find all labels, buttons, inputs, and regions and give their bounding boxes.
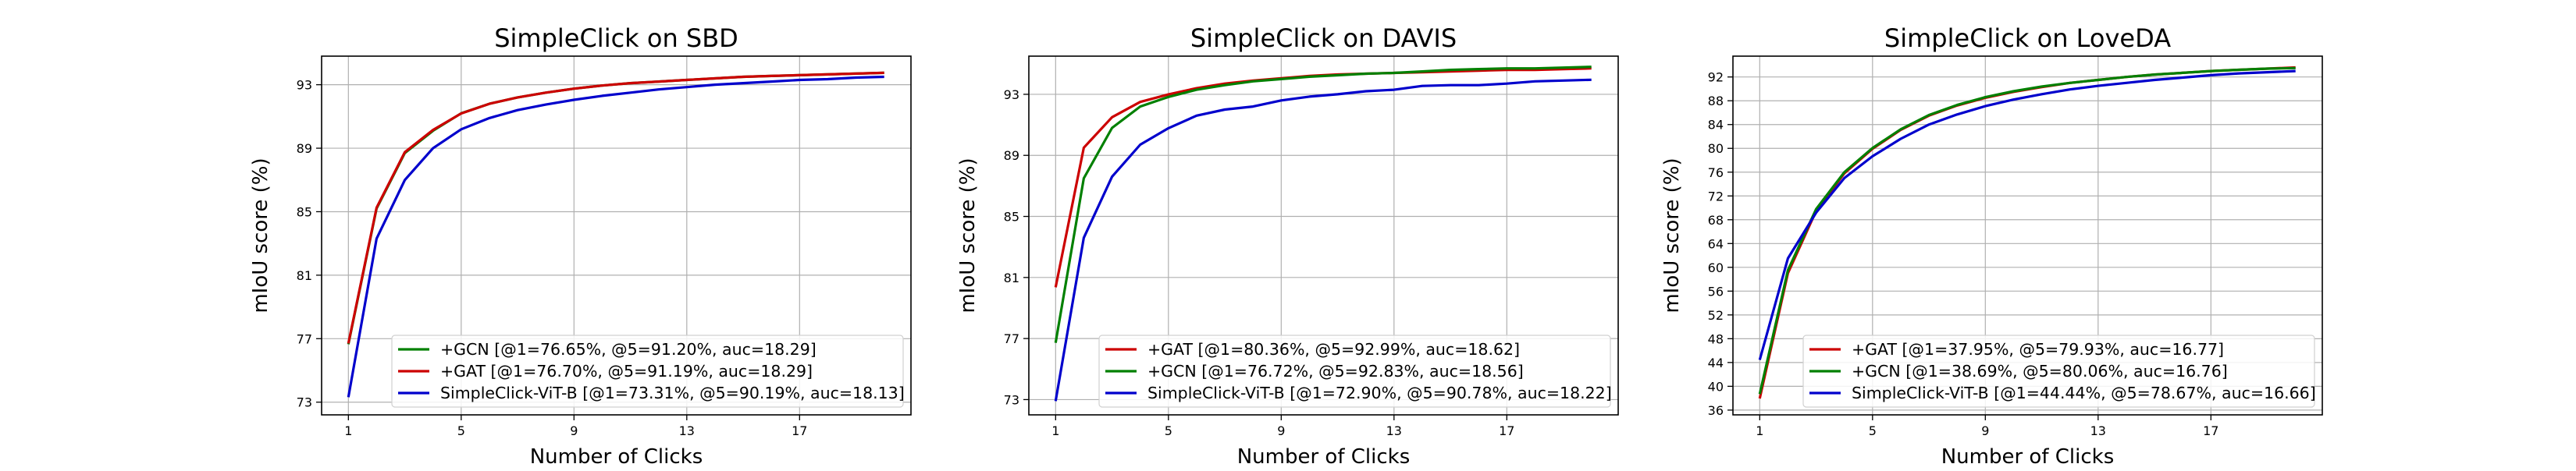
y-tick-label: 89 bbox=[297, 141, 312, 156]
y-tick-label: 77 bbox=[297, 331, 312, 346]
legend-box bbox=[1098, 335, 1611, 408]
y-axis-label: mIoU score (%) bbox=[1660, 158, 1684, 313]
y-tick-label: 36 bbox=[1708, 403, 1724, 418]
legend-label-2: +GCN [@1=38.69%, @5=80.06%, auc=16.76] bbox=[1852, 362, 2228, 381]
y-tick-label: 48 bbox=[1708, 331, 1724, 346]
legend-box bbox=[391, 335, 904, 408]
plot-frame bbox=[1028, 55, 1619, 416]
chart-title: SimpleClick on DAVIS bbox=[1190, 23, 1457, 53]
legend: +GCN [@1=76.65%, @5=91.20%, auc=18.29] +G… bbox=[391, 335, 905, 408]
x-tick-label: 13 bbox=[1386, 423, 1402, 438]
y-tick-label: 93 bbox=[297, 78, 312, 93]
y-tick-label: 81 bbox=[297, 268, 312, 283]
legend-label-1: +GAT [@1=37.95%, @5=79.93%, auc=16.77] bbox=[1852, 340, 2224, 359]
y-tick-label: 44 bbox=[1708, 356, 1724, 370]
x-tick-label: 1 bbox=[344, 423, 352, 438]
legend-label-1: +GAT [@1=80.36%, @5=92.99%, auc=18.62] bbox=[1147, 340, 1520, 359]
y-tick-label: 85 bbox=[297, 204, 312, 219]
x-tick-label: 17 bbox=[792, 423, 807, 438]
chart-panel-3: 1 5 9 13 17 36 40 44 48 52 56 60 64 68 72 76 80 84 88 92 Sim… bbox=[1660, 23, 2323, 469]
series-line-3 bbox=[1758, 69, 2296, 360]
plot-frame bbox=[321, 55, 912, 416]
legend-label-2: +GAT [@1=76.70%, @5=91.19%, auc=18.29] bbox=[440, 362, 813, 381]
y-axis-label: mIoU score (%) bbox=[249, 158, 272, 313]
y-tick-label: 89 bbox=[1004, 148, 1019, 163]
legend-label-3: SimpleClick-ViT-B [@1=73.31%, @5=90.19%,… bbox=[440, 384, 905, 402]
x-tick-label: 1 bbox=[1051, 423, 1059, 438]
chart-panel-1: 1 5 9 13 17 73 77 81 85 89 93 SimpleClick on SBD Num… bbox=[249, 23, 912, 469]
series-line-1 bbox=[347, 71, 884, 345]
series-line-1 bbox=[1054, 67, 1592, 288]
y-tick-label: 93 bbox=[1004, 87, 1019, 102]
legend-label-2: +GCN [@1=76.72%, @5=92.83%, auc=18.56] bbox=[1147, 362, 1524, 381]
y-tick-label: 92 bbox=[1708, 70, 1724, 85]
x-axis-label: Number of Clicks bbox=[530, 445, 703, 468]
y-tick-label: 72 bbox=[1708, 189, 1724, 204]
x-tick-label: 9 bbox=[1981, 423, 1989, 438]
legend-label-1: +GCN [@1=76.65%, @5=91.20%, auc=18.29] bbox=[440, 340, 817, 359]
y-tick-label: 64 bbox=[1708, 236, 1724, 251]
x-tick-label: 5 bbox=[457, 423, 465, 438]
chart-title: SimpleClick on SBD bbox=[494, 23, 738, 53]
legend-box bbox=[1802, 335, 2315, 408]
y-tick-label: 40 bbox=[1708, 379, 1724, 394]
x-tick-label: 17 bbox=[2203, 423, 2218, 438]
y-tick-label: 77 bbox=[1004, 331, 1019, 346]
x-tick-label: 17 bbox=[1499, 423, 1514, 438]
x-tick-label: 9 bbox=[570, 423, 578, 438]
series-line-2 bbox=[1054, 66, 1592, 343]
y-tick-label: 84 bbox=[1708, 118, 1724, 133]
x-axis-label: Number of Clicks bbox=[1941, 445, 2115, 468]
y-tick-label: 60 bbox=[1708, 260, 1724, 275]
chart-panel-2: 1 5 9 13 17 73 77 81 85 89 93 SimpleClick on DAVIS N… bbox=[956, 23, 1619, 469]
legend: +GAT [@1=80.36%, @5=92.99%, auc=18.62] +G… bbox=[1098, 335, 1612, 408]
x-tick-label: 9 bbox=[1277, 423, 1285, 438]
x-tick-label: 13 bbox=[679, 423, 695, 438]
x-tick-label: 5 bbox=[1165, 423, 1172, 438]
y-tick-label: 52 bbox=[1708, 308, 1724, 323]
y-tick-label: 81 bbox=[1004, 271, 1019, 285]
legend: +GAT [@1=37.95%, @5=79.93%, auc=16.77] +G… bbox=[1802, 335, 2316, 408]
x-tick-label: 5 bbox=[1869, 423, 1877, 438]
chart-title: SimpleClick on LoveDA bbox=[1884, 23, 2171, 53]
plot-frame bbox=[1732, 55, 2323, 416]
y-axis-label: mIoU score (%) bbox=[956, 158, 980, 313]
x-tick-label: 1 bbox=[1756, 423, 1763, 438]
y-tick-label: 73 bbox=[1004, 392, 1019, 407]
x-axis-label: Number of Clicks bbox=[1237, 445, 1411, 468]
y-tick-label: 76 bbox=[1708, 165, 1724, 180]
legend-label-3: SimpleClick-ViT-B [@1=44.44%, @5=78.67%,… bbox=[1852, 384, 2316, 402]
series-line-3 bbox=[347, 75, 884, 398]
y-tick-label: 85 bbox=[1004, 210, 1019, 225]
legend-label-3: SimpleClick-ViT-B [@1=72.90%, @5=90.78%,… bbox=[1147, 384, 1612, 402]
series-line-3 bbox=[1054, 78, 1592, 402]
x-tick-label: 13 bbox=[2090, 423, 2106, 438]
series-line-2 bbox=[347, 71, 884, 344]
y-tick-label: 68 bbox=[1708, 213, 1724, 228]
series-line-2 bbox=[1758, 66, 2296, 395]
y-tick-label: 56 bbox=[1708, 284, 1724, 299]
y-tick-label: 73 bbox=[297, 395, 312, 410]
y-tick-label: 80 bbox=[1708, 141, 1724, 156]
y-tick-label: 88 bbox=[1708, 94, 1724, 108]
